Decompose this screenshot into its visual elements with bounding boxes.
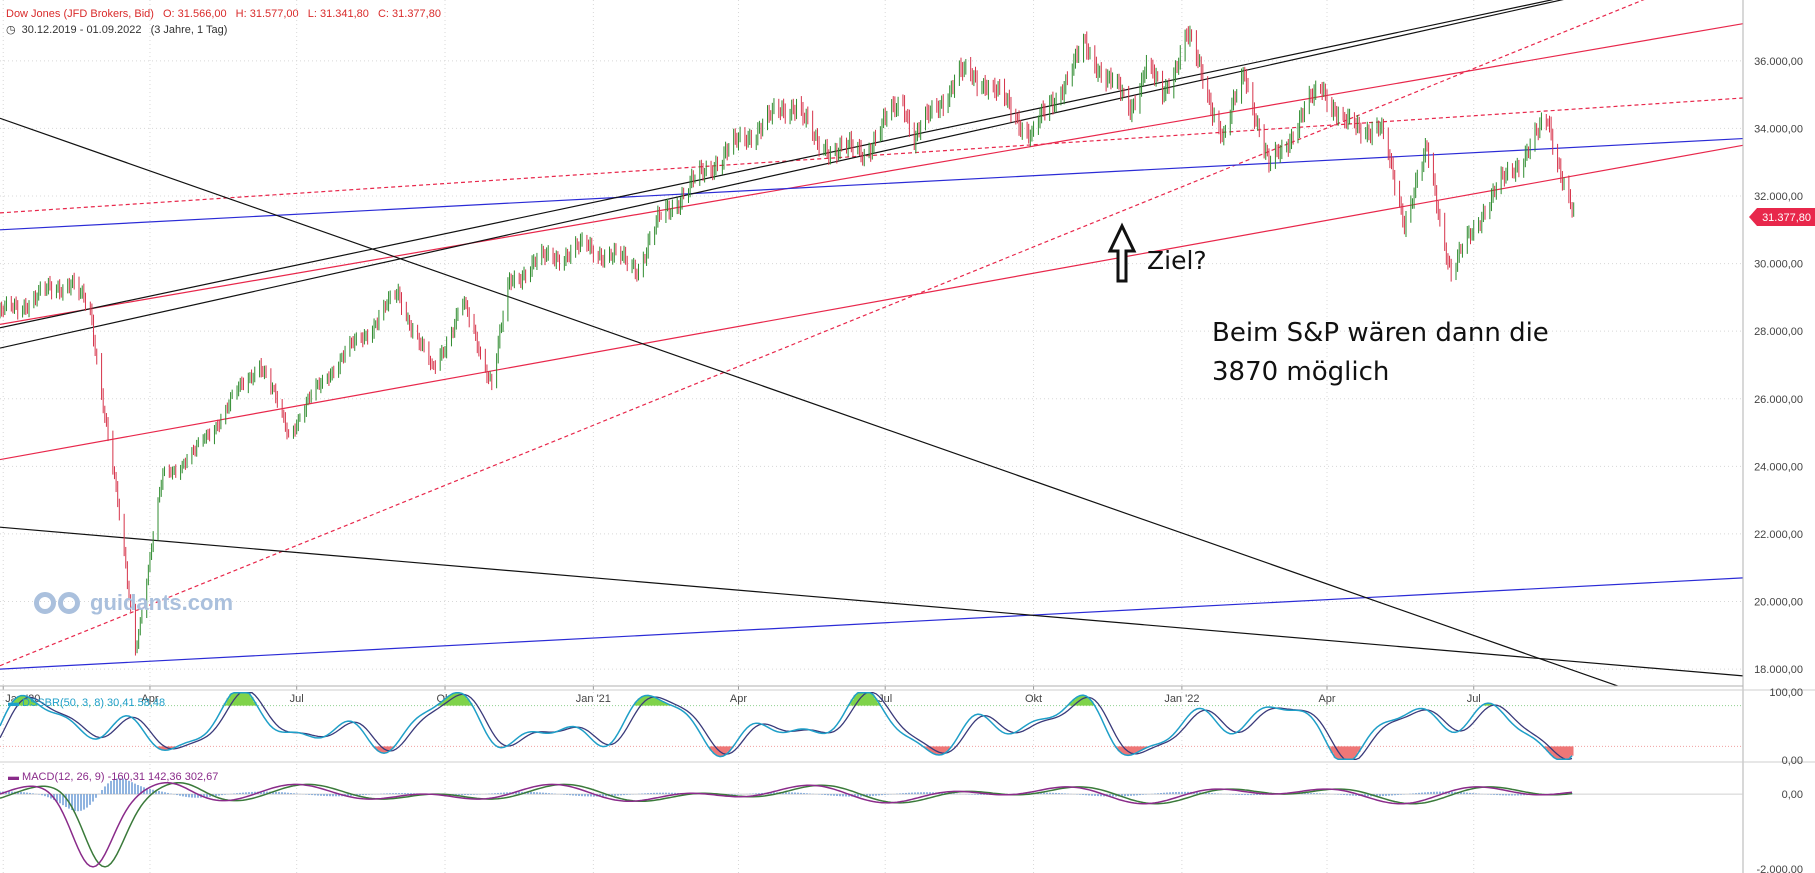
watermark-text: guidants.com	[90, 590, 234, 615]
low-value: L: 31.341,80	[307, 8, 369, 20]
instrument-name[interactable]: Dow Jones (JFD Brokers, Bid)	[6, 8, 154, 20]
y-tick-label: 28.000,00	[1754, 326, 1803, 338]
last-price-label: 31.377,80	[1762, 212, 1811, 224]
price-series-layer	[0, 25, 1575, 656]
macd-tick-label: 0,00	[1782, 789, 1803, 801]
high-value: H: 31.577,00	[235, 8, 299, 20]
grid-layer	[0, 0, 1743, 873]
y-tick-label: 20.000,00	[1754, 597, 1803, 609]
y-tick-label: 32.000,00	[1754, 191, 1803, 203]
up-arrow-icon	[1107, 222, 1137, 283]
trendline-black	[0, 0, 1564, 349]
dss-signal-line	[0, 692, 1573, 760]
y-tick-label: 30.000,00	[1754, 259, 1803, 271]
dss-line	[0, 691, 1573, 761]
close-value: C: 31.377,80	[377, 8, 441, 20]
last-price-badge	[1749, 208, 1815, 227]
trendline-red	[0, 23, 1743, 326]
chart-header: Dow Jones (JFD Brokers, Bid) O: 31.566,0…	[6, 6, 447, 38]
date-range: 30.12.2019 - 01.09.2022	[21, 24, 142, 36]
trendline-red	[0, 144, 1743, 461]
x-tick-label: Jul	[878, 693, 892, 705]
x-tick-label: Jan '22	[1164, 693, 1199, 705]
macd-signal-line	[0, 781, 1573, 868]
annotation-layer	[1107, 222, 1137, 283]
target-label: Ziel?	[1147, 246, 1207, 275]
macd-layer: 0,00 -2.000,00 ▬ MACD(12, 26, 9) -160,31 1…	[0, 771, 1803, 873]
period-label: (3 Jahre, 1 Tag)	[150, 24, 228, 36]
trendline-layer[interactable]	[0, 0, 1743, 730]
oscillator-layer: 0,00 100,00 ▬ DSSBR(50, 3, 8) 30,41 58,48	[0, 687, 1803, 767]
trendline-red	[0, 0, 1645, 667]
trendline-black	[0, 117, 1620, 686]
open-value: O: 31.566,00	[163, 8, 227, 20]
trendline-black	[0, 526, 1743, 677]
dss-label: ▬ DSSBR(50, 3, 8) 30,41 58,48	[8, 697, 165, 709]
y-tick-label: 24.000,00	[1754, 461, 1803, 473]
y-tick-label: 22.000,00	[1754, 529, 1803, 541]
clock-icon: ◷	[6, 24, 16, 36]
trendline-black	[0, 0, 1555, 329]
note-line-2: 3870 möglich	[1212, 357, 1390, 387]
trendline-blue	[0, 137, 1743, 231]
x-tick-label: Apr	[1318, 693, 1335, 705]
watermark-logo-icon	[34, 592, 56, 614]
osc-tick-label: 100,00	[1769, 687, 1803, 699]
trendline-red	[0, 97, 1743, 214]
x-tick-label: Jan '21	[576, 693, 611, 705]
x-tick-label: Jul	[290, 693, 304, 705]
x-tick-label: Jul	[1467, 693, 1481, 705]
macd-label: ▬ MACD(12, 26, 9) -160,31 142,36 302,67	[8, 771, 218, 783]
y-tick-label: 18.000,00	[1754, 664, 1803, 676]
osc-tick-label: 0,00	[1782, 755, 1803, 767]
note-line-1: Beim S&P wären dann die	[1212, 318, 1549, 348]
watermark-logo-icon-2	[58, 592, 80, 614]
y-tick-label: 26.000,00	[1754, 394, 1803, 406]
trendline-blue	[0, 577, 1743, 670]
x-tick-label: Okt	[1025, 693, 1042, 705]
x-tick-label: Apr	[141, 693, 158, 705]
y-tick-label: 36.000,00	[1754, 56, 1803, 68]
x-tick-label: Apr	[730, 693, 747, 705]
watermark: guidants.com	[34, 590, 233, 616]
macd-line	[0, 781, 1573, 868]
y-tick-label: 34.000,00	[1754, 123, 1803, 135]
macd-tick-label: -2.000,00	[1757, 864, 1803, 873]
